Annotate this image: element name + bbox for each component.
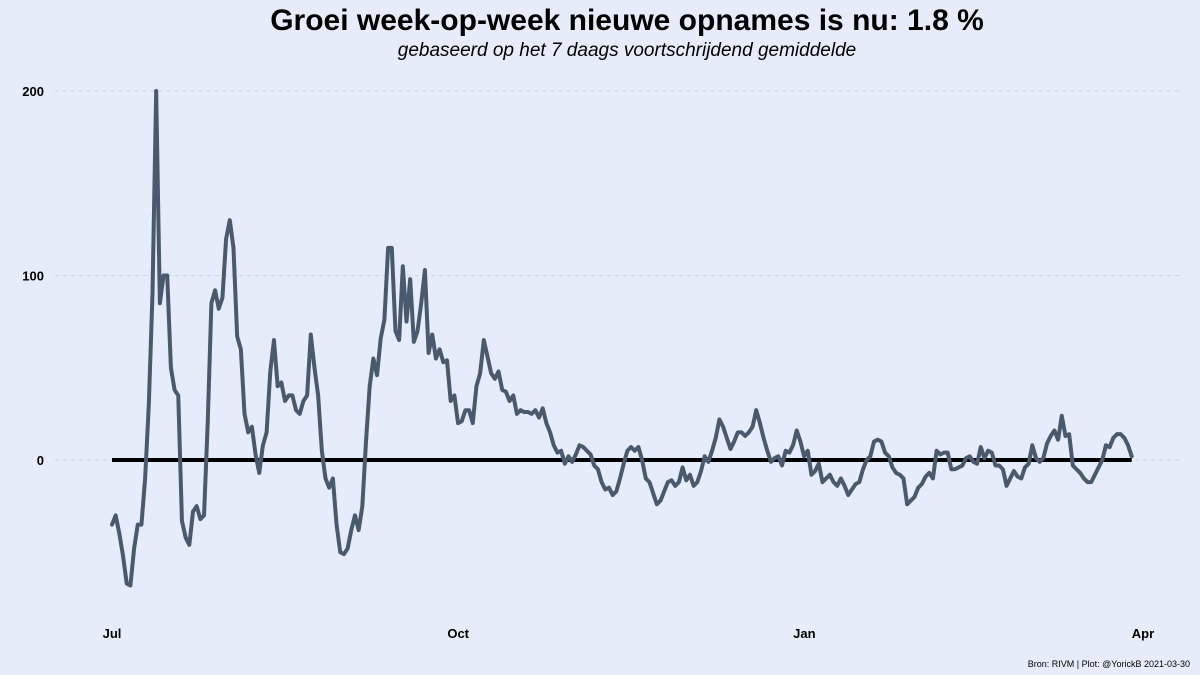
chart-subtitle: gebaseerd op het 7 daags voortschrijdend… [398,40,856,61]
x-tick-label: Oct [447,626,469,641]
chart-caption: Bron: RIVM | Plot: @YorickB 2021-03-30 [1028,659,1190,669]
x-tick-label: Jan [793,626,815,641]
x-tick-label: Apr [1132,626,1154,641]
growth-series-line [110,89,1134,588]
y-tick-label: 100 [22,269,44,284]
x-tick-label: Jul [103,626,122,641]
y-tick-label: 0 [37,453,44,468]
y-axis-ticks: 0 100 200 [22,84,44,468]
chart-title: Groei week-op-week nieuwe opnames is nu:… [270,4,984,37]
x-axis-ticks: Jul Oct Jan Apr [103,626,1155,641]
y-tick-label: 200 [22,84,44,99]
